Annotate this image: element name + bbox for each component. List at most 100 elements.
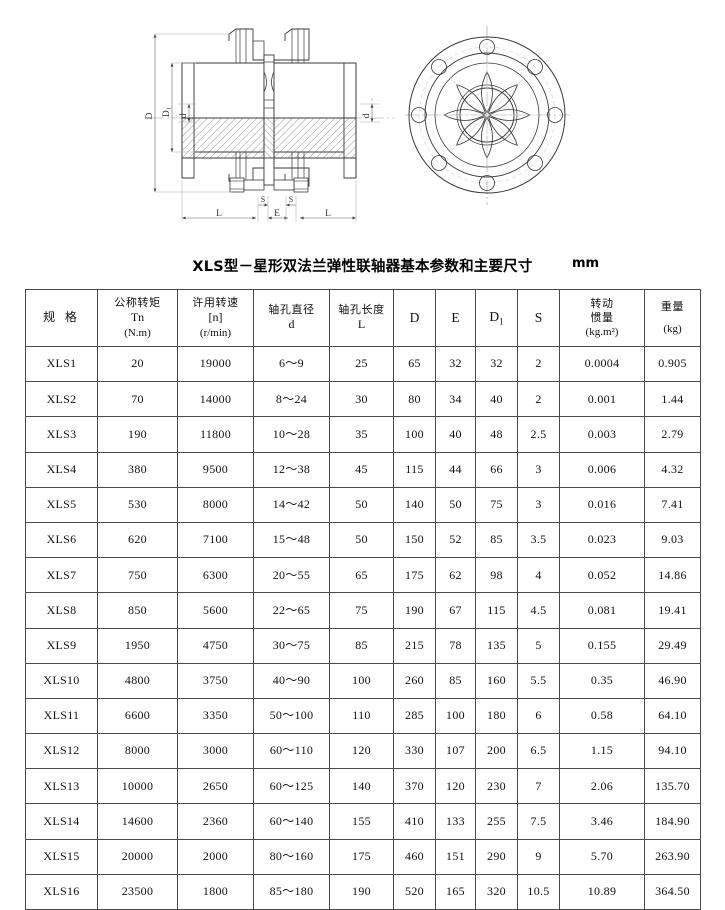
cell-D1: 32 xyxy=(475,345,518,383)
cell-bore_l: 75 xyxy=(329,592,394,629)
cell-D1: 230 xyxy=(475,768,518,805)
cell-inertia: 0.081 xyxy=(559,592,645,629)
dim-label-L-right: L xyxy=(325,209,331,219)
cell-speed: 3750 xyxy=(177,662,254,699)
cell-inertia: 3.46 xyxy=(559,803,645,840)
cell-S: 3 xyxy=(517,486,560,523)
cell-torque: 8000 xyxy=(97,733,178,770)
cell-torque: 190 xyxy=(97,416,178,453)
cell-S: 5 xyxy=(517,627,560,664)
cell-inertia: 0.023 xyxy=(559,521,645,559)
cell-S: 6 xyxy=(517,697,560,735)
cell-model: XLS4 xyxy=(25,451,98,488)
dim-label-d-right: d xyxy=(362,113,372,118)
cell-E: 62 xyxy=(435,557,476,594)
cell-torque: 850 xyxy=(97,592,178,629)
cell-D1: 98 xyxy=(475,557,518,594)
dim-label-L-left: L xyxy=(216,209,222,219)
cell-bore_d: 60～140 xyxy=(253,803,330,840)
col-header-bore-length: 轴孔长度 L xyxy=(329,289,394,347)
cell-weight: 94.10 xyxy=(644,733,701,770)
col-header-D: D xyxy=(393,289,436,347)
cell-weight: 14.86 xyxy=(644,557,701,594)
cell-torque: 20 xyxy=(97,345,178,383)
cell-bore_d: 14～42 xyxy=(253,486,330,523)
cell-model: XLS6 xyxy=(25,521,98,559)
cell-D1: 255 xyxy=(475,803,518,840)
cell-torque: 750 xyxy=(97,557,178,594)
unit-label: mm xyxy=(572,256,600,271)
cell-model: XLS10 xyxy=(25,662,98,699)
cell-S: 10.5 xyxy=(517,873,560,910)
table-row: XLS10 4800 3750 40～90 100 260 85 160 5.5 0.35 46.9… xyxy=(25,662,701,699)
cell-bore_l: 120 xyxy=(329,733,394,770)
cell-torque: 1950 xyxy=(97,627,178,664)
cell-E: 107 xyxy=(435,733,476,770)
table-header: 规 格 公称转矩 Tn (N.m) 许用转速 [n] (r/min) 轴孔直径 … xyxy=(25,289,701,347)
cell-E: 32 xyxy=(435,345,476,383)
cell-bore_d: 50～100 xyxy=(253,697,330,735)
cell-S: 2.5 xyxy=(517,416,560,453)
cell-bore_d: 20～55 xyxy=(253,557,330,594)
table-row: XLS14 14600 2360 60～140 155 410 133 255 7.5 3.46 1… xyxy=(25,803,701,840)
cell-bore_d: 15～48 xyxy=(253,521,330,559)
cell-speed: 1800 xyxy=(177,873,254,910)
cell-speed: 6300 xyxy=(177,557,254,594)
cell-weight: 263.90 xyxy=(644,838,701,875)
cell-bore_l: 155 xyxy=(329,803,394,840)
cell-D: 190 xyxy=(393,592,436,629)
cell-torque: 10000 xyxy=(97,768,178,805)
col-header-D1: D1 xyxy=(475,289,518,347)
cell-D: 330 xyxy=(393,733,436,770)
cell-torque: 14600 xyxy=(97,803,178,840)
cell-E: 78 xyxy=(435,627,476,664)
col-header-weight: 重量 (kg) xyxy=(644,289,701,347)
cell-bore_l: 50 xyxy=(329,521,394,559)
col-header-bore-diameter: 轴孔直径 d xyxy=(253,289,330,347)
cell-D: 80 xyxy=(393,381,436,418)
cell-inertia: 0.016 xyxy=(559,486,645,523)
cell-weight: 64.10 xyxy=(644,697,701,735)
cell-D: 115 xyxy=(393,451,436,488)
cell-S: 5.5 xyxy=(517,662,560,699)
cell-torque: 620 xyxy=(97,521,178,559)
cell-bore_l: 50 xyxy=(329,486,394,523)
cell-speed: 4750 xyxy=(177,627,254,664)
cell-model: XLS5 xyxy=(25,486,98,523)
cell-D1: 66 xyxy=(475,451,518,488)
cell-model: XLS7 xyxy=(25,557,98,594)
table-row: XLS6 620 7100 15～48 50 150 52 85 3.5 0.023 9.03 xyxy=(25,521,701,559)
cell-E: 44 xyxy=(435,451,476,488)
table-row: XLS4 380 9500 12～38 45 115 44 66 3 0.006 4.32 xyxy=(25,451,701,488)
table-row: XLS11 6600 3350 50～100 110 285 100 180 6 0.58 64.1… xyxy=(25,697,701,735)
cell-bore_d: 10～28 xyxy=(253,416,330,453)
col-header-torque: 公称转矩 Tn (N.m) xyxy=(97,289,178,347)
dim-label-S-left: S xyxy=(261,195,265,204)
cell-bore_d: 6～9 xyxy=(253,345,330,383)
cell-S: 4.5 xyxy=(517,592,560,629)
cell-D: 520 xyxy=(393,873,436,910)
cell-S: 6.5 xyxy=(517,733,560,770)
cell-speed: 2000 xyxy=(177,838,254,875)
cell-inertia: 10.89 xyxy=(559,873,645,910)
dim-label-E: E xyxy=(274,209,280,219)
cell-D: 175 xyxy=(393,557,436,594)
col-header-S: S xyxy=(517,289,560,347)
cell-bore_l: 65 xyxy=(329,557,394,594)
cell-E: 120 xyxy=(435,768,476,805)
cell-D1: 200 xyxy=(475,733,518,770)
cell-model: XLS14 xyxy=(25,803,98,840)
cell-weight: 184.90 xyxy=(644,803,701,840)
cross-section-view xyxy=(150,28,395,193)
cell-model: XLS13 xyxy=(25,768,98,805)
dim-label-S-right: S xyxy=(289,195,293,204)
cell-speed: 14000 xyxy=(177,381,254,418)
cell-S: 3 xyxy=(517,451,560,488)
cell-speed: 8000 xyxy=(177,486,254,523)
cell-speed: 5600 xyxy=(177,592,254,629)
cell-D1: 115 xyxy=(475,592,518,629)
cell-S: 2 xyxy=(517,345,560,383)
cell-D: 65 xyxy=(393,345,436,383)
cell-bore_l: 25 xyxy=(329,345,394,383)
dimension-annotations xyxy=(153,33,380,222)
